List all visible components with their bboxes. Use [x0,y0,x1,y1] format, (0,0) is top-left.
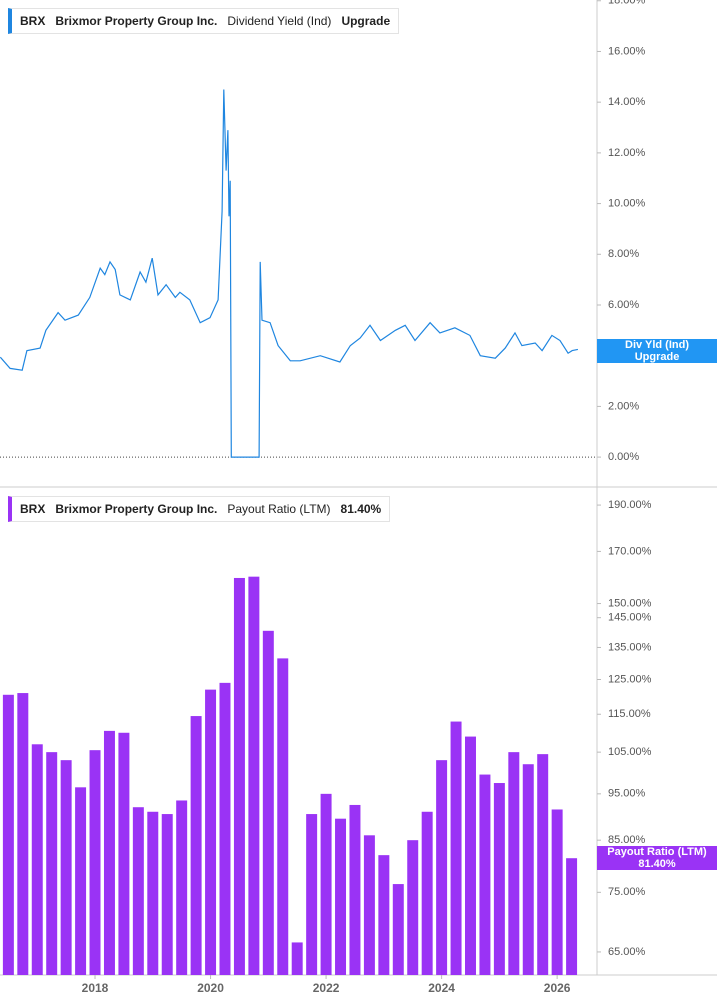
bar [407,840,419,975]
ticker: BRX [20,502,46,516]
last-value: 81.40% [340,502,382,516]
y-tick-label: 85.00% [608,834,646,846]
bar [46,752,58,975]
y-tick-label: 12.00% [608,147,646,159]
y-tick-label: 8.00% [608,248,639,260]
bar [566,858,578,975]
y-tick-label: 190.00% [608,499,652,511]
legend: BRX Brixmor Property Group Inc. Payout R… [8,496,391,522]
bar [31,744,43,975]
legend-entry: Dividend Yield (Ind) [227,14,332,28]
y-tick-label: 65.00% [608,946,646,958]
bar [248,576,260,975]
y-tick-label: 6.00% [608,299,639,311]
bar [479,774,491,975]
x-tick-label: 2018 [82,981,109,995]
y-tick-label: 75.00% [608,886,646,898]
bar [291,942,303,975]
bar [147,811,159,975]
badge-label: Payout Ratio (LTM) [607,846,707,858]
y-tick-label: 135.00% [608,641,652,653]
bar [335,818,347,975]
bar [277,658,289,975]
badge-label: Div Yld (Ind) [625,339,689,351]
y-tick-label: 0.00% [608,451,639,463]
legend: BRX Brixmor Property Group Inc. Dividend… [8,8,400,34]
bar [118,732,130,975]
y-tick-label: 95.00% [608,788,646,800]
x-tick-label: 2022 [313,981,340,995]
bar [378,855,390,975]
bar [161,814,173,975]
legend-entry: Payout Ratio (LTM) [227,502,331,516]
bar [262,630,274,975]
bar [306,814,318,975]
y-tick-label: 14.00% [608,96,646,108]
x-tick-label: 2024 [428,981,455,995]
y-tick-label: 10.00% [608,197,646,209]
y-tick-label: 145.00% [608,612,652,624]
bar [205,689,217,975]
bar [465,736,476,975]
bar [176,800,188,975]
bar [522,764,534,975]
bar [436,760,448,975]
bar [89,750,101,975]
company: Brixmor Property Group Inc. [55,14,218,28]
bar [349,804,361,975]
x-tick-label: 2020 [197,981,224,995]
y-tick-label: 18.00% [608,0,646,7]
status: Upgrade [341,14,391,28]
bar [320,793,332,975]
badge-value: Upgrade [634,351,680,363]
x-tick-label: 2026 [544,981,571,995]
y-tick-label: 150.00% [608,597,652,609]
bar [392,884,404,975]
company: Brixmor Property Group Inc. [55,502,218,516]
bar [493,783,505,975]
line [0,89,579,458]
bar [103,730,115,975]
y-tick-label: 115.00% [608,708,651,720]
y-tick-label: 16.00% [608,45,646,57]
bar [508,752,520,975]
bar [75,787,87,975]
bar [363,835,375,975]
bar [60,760,72,975]
badge-value: 81.40% [638,858,676,870]
y-tick-label: 105.00% [608,746,652,758]
bar [233,577,245,975]
bar [537,754,549,975]
bar [450,721,462,975]
bar [421,811,433,975]
bar [2,694,14,975]
bar [132,807,144,975]
last-value-badge: Payout Ratio (LTM) 81.40% [597,846,717,870]
y-tick-label: 2.00% [608,400,639,412]
bar [190,716,202,975]
bar [551,809,563,975]
bar [17,693,29,975]
bar [219,682,231,975]
y-tick-label: 170.00% [608,545,652,557]
y-tick-label: 125.00% [608,673,652,685]
ticker: BRX [20,14,46,28]
last-value-badge: Div Yld (Ind) Upgrade [597,339,717,363]
